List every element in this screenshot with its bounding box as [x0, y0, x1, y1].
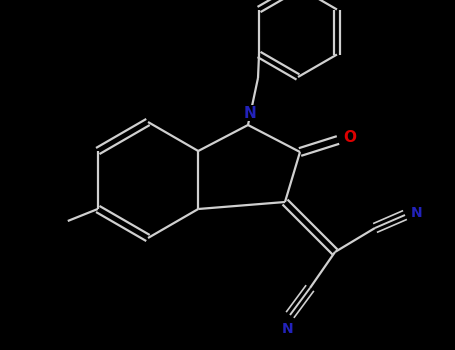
- Text: N: N: [243, 105, 256, 120]
- Text: N: N: [411, 206, 423, 220]
- Text: N: N: [282, 322, 294, 336]
- Text: O: O: [344, 131, 357, 146]
